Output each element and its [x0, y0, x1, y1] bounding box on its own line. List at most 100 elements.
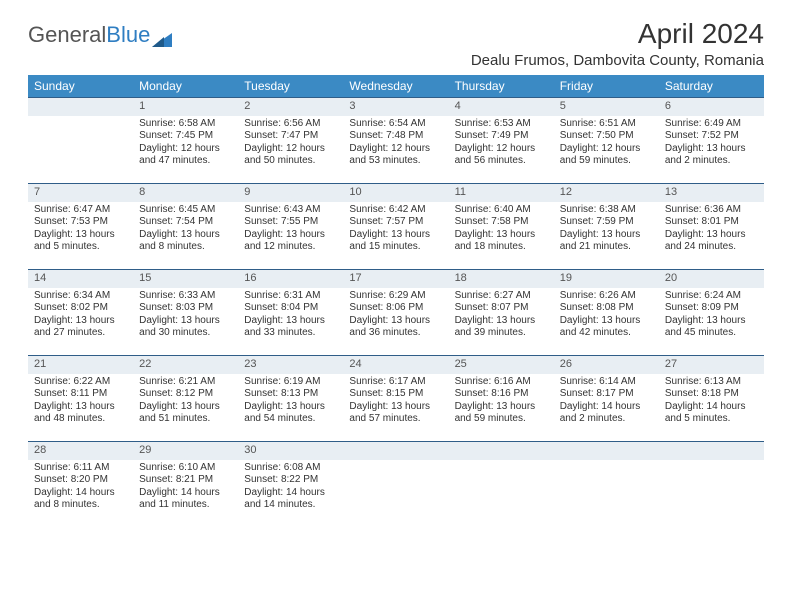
cell-content: Sunrise: 6:43 AMSunset: 7:55 PMDaylight:…: [238, 204, 343, 258]
sunset-text: Sunset: 7:50 PM: [558, 130, 655, 143]
dl1-text: Daylight: 13 hours: [137, 229, 234, 242]
sunset-text: Sunset: 8:01 PM: [663, 216, 760, 229]
sunset-text: Sunset: 7:55 PM: [242, 216, 339, 229]
calendar-cell: [659, 441, 764, 527]
sunset-text: Sunset: 7:58 PM: [453, 216, 550, 229]
day-header: Wednesday: [343, 75, 448, 97]
sunset-text: Sunset: 7:57 PM: [347, 216, 444, 229]
sunset-text: Sunset: 7:47 PM: [242, 130, 339, 143]
calendar-cell: 27Sunrise: 6:13 AMSunset: 8:18 PMDayligh…: [659, 355, 764, 441]
dl1-text: Daylight: 13 hours: [453, 229, 550, 242]
dl2-text: and 21 minutes.: [558, 241, 655, 254]
dl1-text: Daylight: 12 hours: [137, 143, 234, 156]
cell-content: Sunrise: 6:51 AMSunset: 7:50 PMDaylight:…: [554, 118, 659, 172]
calendar-cell: 19Sunrise: 6:26 AMSunset: 8:08 PMDayligh…: [554, 269, 659, 355]
sunrise-text: Sunrise: 6:43 AM: [242, 204, 339, 217]
dl1-text: Daylight: 13 hours: [137, 315, 234, 328]
date-bar: 6: [659, 97, 764, 116]
dl2-text: and 18 minutes.: [453, 241, 550, 254]
date-bar: [343, 441, 448, 460]
calendar-cell: 12Sunrise: 6:38 AMSunset: 7:59 PMDayligh…: [554, 183, 659, 269]
sunset-text: Sunset: 8:03 PM: [137, 302, 234, 315]
cell-content: Sunrise: 6:34 AMSunset: 8:02 PMDaylight:…: [28, 290, 133, 344]
dl1-text: Daylight: 13 hours: [663, 143, 760, 156]
title-block: April 2024 Dealu Frumos, Dambovita Count…: [471, 18, 764, 69]
logo-triangle-icon: [152, 27, 172, 43]
dl1-text: Daylight: 13 hours: [663, 229, 760, 242]
calendar-cell: 7Sunrise: 6:47 AMSunset: 7:53 PMDaylight…: [28, 183, 133, 269]
dl2-text: and 2 minutes.: [663, 155, 760, 168]
calendar-week-row: 28Sunrise: 6:11 AMSunset: 8:20 PMDayligh…: [28, 441, 764, 527]
sunset-text: Sunset: 8:22 PM: [242, 474, 339, 487]
cell-content: Sunrise: 6:27 AMSunset: 8:07 PMDaylight:…: [449, 290, 554, 344]
calendar-week-row: 14Sunrise: 6:34 AMSunset: 8:02 PMDayligh…: [28, 269, 764, 355]
dl1-text: Daylight: 13 hours: [347, 401, 444, 414]
cell-content: Sunrise: 6:49 AMSunset: 7:52 PMDaylight:…: [659, 118, 764, 172]
dl1-text: Daylight: 13 hours: [32, 229, 129, 242]
sunset-text: Sunset: 8:04 PM: [242, 302, 339, 315]
sunset-text: Sunset: 8:17 PM: [558, 388, 655, 401]
calendar-cell: 1Sunrise: 6:58 AMSunset: 7:45 PMDaylight…: [133, 97, 238, 183]
dl1-text: Daylight: 14 hours: [663, 401, 760, 414]
cell-content: Sunrise: 6:16 AMSunset: 8:16 PMDaylight:…: [449, 376, 554, 430]
date-bar: 9: [238, 183, 343, 202]
date-bar: 10: [343, 183, 448, 202]
sunrise-text: Sunrise: 6:54 AM: [347, 118, 444, 131]
location: Dealu Frumos, Dambovita County, Romania: [471, 52, 764, 69]
sunrise-text: Sunrise: 6:10 AM: [137, 462, 234, 475]
sunset-text: Sunset: 8:21 PM: [137, 474, 234, 487]
dl2-text: and 59 minutes.: [453, 413, 550, 426]
dl2-text: and 51 minutes.: [137, 413, 234, 426]
calendar-cell: 8Sunrise: 6:45 AMSunset: 7:54 PMDaylight…: [133, 183, 238, 269]
sunrise-text: Sunrise: 6:19 AM: [242, 376, 339, 389]
date-bar: 11: [449, 183, 554, 202]
sunset-text: Sunset: 7:45 PM: [137, 130, 234, 143]
calendar-cell: [28, 97, 133, 183]
calendar-cell: 6 Sunrise: 6:49 AMSunset: 7:52 PMDaylight…: [659, 97, 764, 183]
sunset-text: Sunset: 8:09 PM: [663, 302, 760, 315]
dl1-text: Daylight: 13 hours: [242, 229, 339, 242]
sunrise-text: Sunrise: 6:13 AM: [663, 376, 760, 389]
dl1-text: Daylight: 13 hours: [242, 401, 339, 414]
dl1-text: Daylight: 13 hours: [137, 401, 234, 414]
sunset-text: Sunset: 8:18 PM: [663, 388, 760, 401]
date-bar: 14: [28, 269, 133, 288]
date-bar: 23: [238, 355, 343, 374]
dl2-text: and 14 minutes.: [242, 499, 339, 512]
date-bar: 25: [449, 355, 554, 374]
sunrise-text: Sunrise: 6:34 AM: [32, 290, 129, 303]
date-bar: 17: [343, 269, 448, 288]
calendar-cell: 18Sunrise: 6:27 AMSunset: 8:07 PMDayligh…: [449, 269, 554, 355]
calendar-week-row: 7Sunrise: 6:47 AMSunset: 7:53 PMDaylight…: [28, 183, 764, 269]
sunset-text: Sunset: 7:49 PM: [453, 130, 550, 143]
dl2-text: and 2 minutes.: [558, 413, 655, 426]
date-bar: 22: [133, 355, 238, 374]
cell-content: Sunrise: 6:24 AMSunset: 8:09 PMDaylight:…: [659, 290, 764, 344]
dl2-text: and 56 minutes.: [453, 155, 550, 168]
sunrise-text: Sunrise: 6:26 AM: [558, 290, 655, 303]
cell-content: Sunrise: 6:08 AMSunset: 8:22 PMDaylight:…: [238, 462, 343, 516]
dl2-text: and 39 minutes.: [453, 327, 550, 340]
dl1-text: Daylight: 14 hours: [558, 401, 655, 414]
date-bar: 3: [343, 97, 448, 116]
dl2-text: and 57 minutes.: [347, 413, 444, 426]
sunset-text: Sunset: 8:12 PM: [137, 388, 234, 401]
dl1-text: Daylight: 12 hours: [242, 143, 339, 156]
dl2-text: and 30 minutes.: [137, 327, 234, 340]
calendar-cell: 10Sunrise: 6:42 AMSunset: 7:57 PMDayligh…: [343, 183, 448, 269]
dl1-text: Daylight: 12 hours: [453, 143, 550, 156]
sunset-text: Sunset: 8:02 PM: [32, 302, 129, 315]
cell-content: Sunrise: 6:40 AMSunset: 7:58 PMDaylight:…: [449, 204, 554, 258]
sunrise-text: Sunrise: 6:38 AM: [558, 204, 655, 217]
sunrise-text: Sunrise: 6:47 AM: [32, 204, 129, 217]
date-bar: [659, 441, 764, 460]
dl2-text: and 8 minutes.: [137, 241, 234, 254]
header: GeneralBlue April 2024 Dealu Frumos, Dam…: [28, 18, 764, 69]
calendar-page: GeneralBlue April 2024 Dealu Frumos, Dam…: [0, 0, 792, 537]
day-header: Saturday: [659, 75, 764, 97]
day-header: Tuesday: [238, 75, 343, 97]
sunset-text: Sunset: 8:06 PM: [347, 302, 444, 315]
calendar-cell: [449, 441, 554, 527]
date-bar: 15: [133, 269, 238, 288]
sunrise-text: Sunrise: 6:42 AM: [347, 204, 444, 217]
